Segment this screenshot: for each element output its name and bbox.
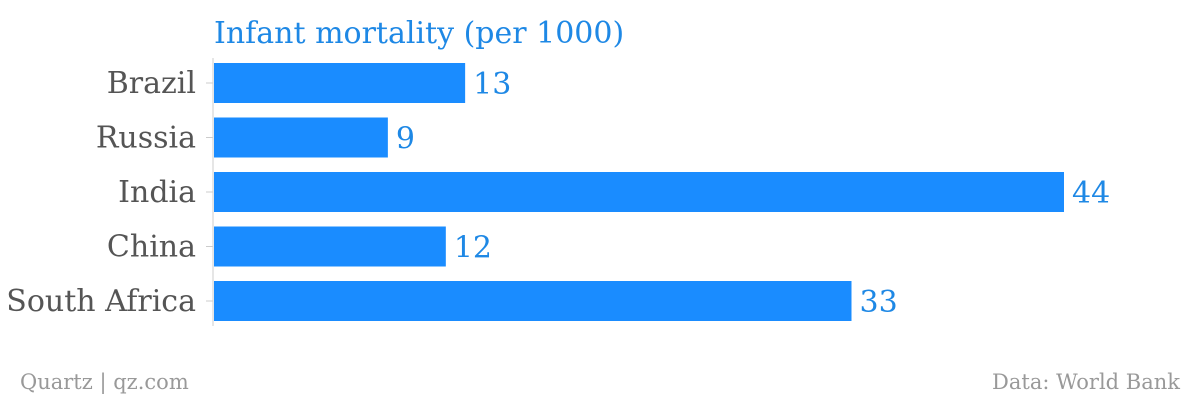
category-label: Brazil bbox=[107, 66, 196, 101]
bar-chart: Infant mortality (per 1000) Brazil 13 Russ… bbox=[6, 16, 1110, 326]
bar bbox=[214, 172, 1064, 212]
bars-layer: Brazil 13 Russia 9 India 44 China 12 South Afric… bbox=[6, 63, 1110, 321]
bar bbox=[214, 63, 466, 103]
data-source: Data: World Bank bbox=[992, 370, 1180, 394]
value-label: 33 bbox=[860, 285, 898, 320]
category-label: India bbox=[118, 175, 196, 210]
value-label: 13 bbox=[473, 67, 511, 102]
category-label: South Africa bbox=[6, 284, 196, 319]
bar bbox=[214, 117, 388, 158]
bar bbox=[214, 281, 852, 321]
value-label: 12 bbox=[454, 231, 492, 266]
bar bbox=[214, 226, 446, 267]
category-label: Russia bbox=[96, 121, 196, 156]
category-label: China bbox=[107, 230, 196, 265]
value-label: 9 bbox=[396, 122, 415, 157]
chart-title: Infant mortality (per 1000) bbox=[214, 16, 624, 51]
source-credit: Quartz | qz.com bbox=[20, 370, 189, 394]
value-label: 44 bbox=[1072, 176, 1110, 211]
